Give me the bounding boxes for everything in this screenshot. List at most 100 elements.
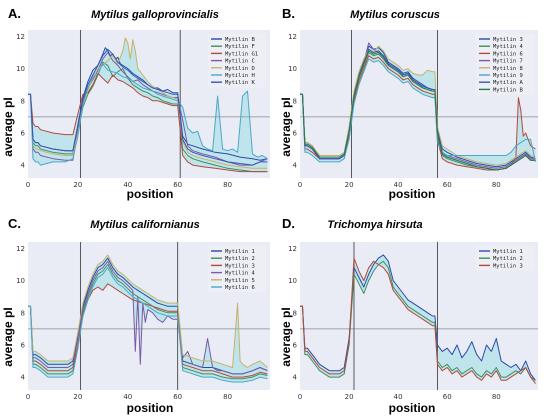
- panel-b-xlabel: position: [389, 187, 436, 201]
- panel-c-ytick-3: 10: [16, 277, 25, 285]
- panel-d-legend-label-0: Mytilin 1: [493, 249, 523, 255]
- panel-a-series-line-5: [28, 63, 268, 166]
- panel-a-legend-label-2: Mytilin G1: [225, 51, 258, 57]
- panel-d-series-line-2: [300, 257, 536, 384]
- panel-d-xlabel: position: [389, 401, 436, 415]
- panel-c-legend-label-5: Mytilin 6: [225, 285, 255, 291]
- panel-b-legend-label-1: Mytilin 4: [493, 44, 523, 50]
- panel-a-letter: A.: [8, 6, 21, 21]
- panel-b-title: Mytilus coruscus: [350, 9, 440, 21]
- panel-a-xtick-2: 40: [123, 181, 132, 189]
- panel-b-ytick-4: 12: [288, 33, 297, 41]
- panel-b-ytick-1: 6: [293, 129, 298, 137]
- panel-c-series-line-1: [28, 264, 268, 380]
- panel-a: A. Mytilus galloprovincialis average pI …: [1, 6, 270, 201]
- panel-b-xtick-1: 20: [345, 181, 354, 189]
- panel-c-legend-label-2: Mytilin 3: [225, 263, 255, 269]
- panel-b-legend-label-5: Mytilin 9: [493, 73, 523, 79]
- panel-c-ytick-2: 8: [21, 309, 25, 317]
- panel-a-title: Mytilus galloprovincialis: [91, 9, 219, 21]
- panel-c-series-line-2: [28, 283, 268, 378]
- panel-d-xtick-2: 40: [394, 393, 403, 401]
- panel-c-range-band: [28, 254, 268, 382]
- panel-c-xtick-4: 80: [223, 393, 232, 401]
- panel-a-xtick-3: 60: [173, 181, 182, 189]
- panel-c-series-line-5: [28, 267, 268, 383]
- panel-b-xtick-3: 60: [443, 181, 452, 189]
- panel-b-legend-label-4: Mytilin 8: [493, 66, 523, 72]
- panel-d-xtick-4: 80: [492, 393, 501, 401]
- panel-b-legend: [476, 34, 534, 95]
- panel-a-ytick-4: 12: [16, 33, 25, 41]
- panel-b-series-line-4: [300, 45, 536, 166]
- panel-c-series-line-3: [28, 260, 268, 375]
- panel-c-xtick-0: 0: [26, 393, 30, 401]
- panel-a-series-line-1: [28, 61, 268, 173]
- panel-a-legend-label-0: Mytilin B: [225, 37, 255, 43]
- panel-b-ytick-3: 10: [288, 65, 297, 73]
- panel-d-ytick-1: 6: [293, 341, 298, 349]
- panel-b-legend-label-6: Mytilin A: [493, 80, 523, 86]
- panel-c-xtick-1: 20: [73, 393, 82, 401]
- panel-a-xtick-4: 80: [223, 181, 232, 189]
- panel-b-xtick-4: 80: [492, 181, 501, 189]
- panel-b-legend-label-3: Mytilin 7: [493, 59, 523, 65]
- panel-d-ytick-4: 12: [288, 245, 297, 253]
- panel-b-series-line-7: [300, 50, 536, 171]
- panel-d-legend-label-1: Mytilin 2: [493, 256, 523, 262]
- panel-d-range-band: [300, 254, 536, 384]
- panel-b-ytick-2: 8: [293, 97, 297, 105]
- panel-c-title: Mytilus californianus: [90, 219, 199, 231]
- panel-d-legend-label-2: Mytilin 3: [493, 263, 523, 269]
- panel-a-ytick-1: 6: [21, 129, 26, 137]
- panel-a-legend-label-4: Mytilin D: [225, 66, 255, 72]
- panel-a-legend-label-6: Mytilin K: [225, 80, 255, 86]
- panel-c-letter: C.: [8, 216, 21, 231]
- panel-d-ytick-2: 8: [293, 309, 297, 317]
- panel-c-series-line-0: [28, 257, 268, 375]
- panel-a-series-line-3: [28, 52, 268, 166]
- panel-b-ylabel: average pI: [279, 97, 293, 156]
- panel-c-legend-label-1: Mytilin 2: [225, 256, 255, 262]
- panel-b-xtick-2: 40: [394, 181, 403, 189]
- panel-d-xtick-0: 0: [298, 393, 302, 401]
- panel-a-legend-label-1: Mytilin F: [225, 44, 255, 50]
- panel-d-ylabel: average pI: [279, 307, 293, 366]
- panel-a-series-line-2: [28, 72, 268, 173]
- panel-a-series-line-4: [28, 37, 268, 169]
- panel-d-title: Trichomya hirsuta: [327, 219, 422, 231]
- panel-c-legend-label-0: Mytilin 1: [225, 249, 255, 255]
- panel-d-series-line-1: [300, 260, 536, 381]
- panel-c-ytick-0: 4: [21, 374, 26, 382]
- panel-a-ytick-0: 4: [21, 162, 26, 170]
- panel-d-xtick-3: 60: [443, 393, 452, 401]
- panel-b-series-line-5: [300, 58, 536, 163]
- panel-b-letter: B.: [282, 6, 295, 21]
- panel-c-xtick-3: 60: [173, 393, 182, 401]
- panel-c-series-line-4: [28, 254, 268, 368]
- panel-d: D. Trichomya hirsuta average pI position…: [279, 216, 538, 415]
- panel-c-legend: [208, 246, 266, 293]
- panel-c-xlabel: position: [127, 401, 174, 415]
- panel-a-ylabel: average pI: [1, 97, 15, 156]
- panel-d-xtick-1: 20: [345, 393, 354, 401]
- panel-d-series-line-0: [300, 254, 536, 381]
- panel-b-legend-label-2: Mytilin 6: [493, 51, 523, 57]
- panel-a-legend-label-3: Mytilin C: [225, 59, 255, 65]
- panel-d-letter: D.: [282, 216, 295, 231]
- panel-a-ytick-3: 10: [16, 65, 25, 73]
- panel-d-ytick-0: 4: [293, 374, 298, 382]
- panel-a-xlabel: position: [127, 187, 174, 201]
- panel-c: C. Mytilus californianus average pI posi…: [1, 216, 270, 415]
- panel-a-xtick-0: 0: [26, 181, 30, 189]
- panel-c-legend-label-4: Mytilin 5: [225, 278, 255, 284]
- panel-d-ytick-3: 10: [288, 277, 297, 285]
- panel-c-ytick-4: 12: [16, 245, 25, 253]
- panel-c-ylabel: average pI: [1, 307, 15, 366]
- panel-b-legend-label-0: Mytilin 3: [493, 37, 523, 43]
- panel-a-legend-label-5: Mytilin H: [225, 73, 255, 79]
- panel-a-ytick-2: 8: [21, 97, 25, 105]
- panel-c-legend-label-3: Mytilin 4: [225, 271, 255, 277]
- panel-b-xtick-0: 0: [298, 181, 302, 189]
